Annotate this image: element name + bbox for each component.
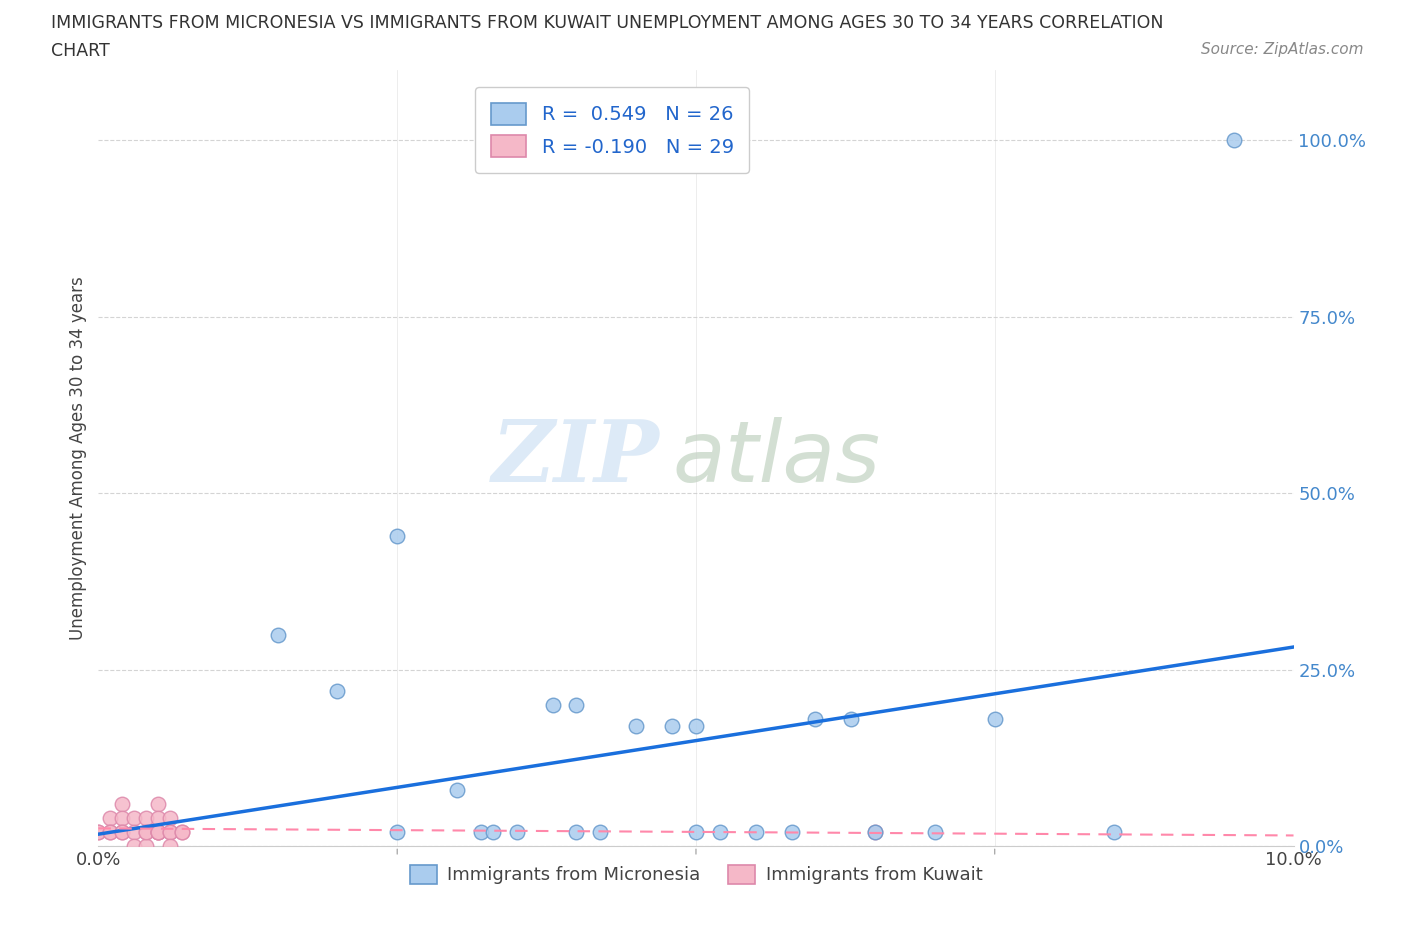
- Point: [148, 811, 170, 826]
- Point: [841, 711, 863, 726]
- Point: [172, 825, 194, 840]
- Y-axis label: Unemployment Among Ages 30 to 34 years: Unemployment Among Ages 30 to 34 years: [69, 276, 87, 640]
- Point: [446, 782, 468, 797]
- Point: [111, 811, 134, 826]
- Point: [159, 825, 181, 840]
- Point: [135, 811, 157, 826]
- Point: [148, 825, 170, 840]
- Point: [865, 825, 887, 840]
- Text: ZIP: ZIP: [492, 417, 661, 499]
- Point: [385, 528, 409, 543]
- Point: [804, 711, 827, 726]
- Point: [135, 825, 157, 840]
- Point: [159, 825, 181, 840]
- Point: [124, 825, 146, 840]
- Point: [565, 698, 588, 712]
- Point: [87, 825, 110, 840]
- Text: atlas: atlas: [672, 417, 880, 499]
- Point: [865, 825, 887, 840]
- Point: [541, 698, 564, 712]
- Point: [685, 825, 707, 840]
- Point: [111, 796, 134, 811]
- Point: [589, 825, 612, 840]
- Point: [565, 825, 588, 840]
- Point: [124, 811, 146, 826]
- Point: [924, 825, 946, 840]
- Point: [482, 825, 505, 840]
- Point: [1104, 825, 1126, 840]
- Point: [385, 825, 409, 840]
- Point: [98, 825, 122, 840]
- Point: [1223, 133, 1246, 148]
- Point: [98, 825, 122, 840]
- Point: [148, 796, 170, 811]
- Point: [685, 719, 707, 734]
- Point: [506, 825, 529, 840]
- Text: IMMIGRANTS FROM MICRONESIA VS IMMIGRANTS FROM KUWAIT UNEMPLOYMENT AMONG AGES 30 : IMMIGRANTS FROM MICRONESIA VS IMMIGRANTS…: [51, 14, 1163, 32]
- Point: [626, 719, 648, 734]
- Point: [98, 811, 122, 826]
- Point: [159, 811, 181, 826]
- Point: [148, 825, 170, 840]
- Point: [87, 825, 110, 840]
- Point: [326, 684, 349, 698]
- Point: [661, 719, 683, 734]
- Point: [111, 825, 134, 840]
- Point: [172, 825, 194, 840]
- Point: [984, 711, 1007, 726]
- Point: [124, 839, 146, 854]
- Point: [111, 825, 134, 840]
- Point: [148, 825, 170, 840]
- Point: [267, 627, 290, 642]
- Point: [470, 825, 492, 840]
- Point: [745, 825, 768, 840]
- Text: Source: ZipAtlas.com: Source: ZipAtlas.com: [1201, 42, 1364, 57]
- Legend: Immigrants from Micronesia, Immigrants from Kuwait: Immigrants from Micronesia, Immigrants f…: [402, 857, 990, 892]
- Point: [709, 825, 731, 840]
- Point: [135, 825, 157, 840]
- Point: [780, 825, 803, 840]
- Text: CHART: CHART: [51, 42, 110, 60]
- Point: [135, 839, 157, 854]
- Point: [159, 839, 181, 854]
- Point: [148, 825, 170, 840]
